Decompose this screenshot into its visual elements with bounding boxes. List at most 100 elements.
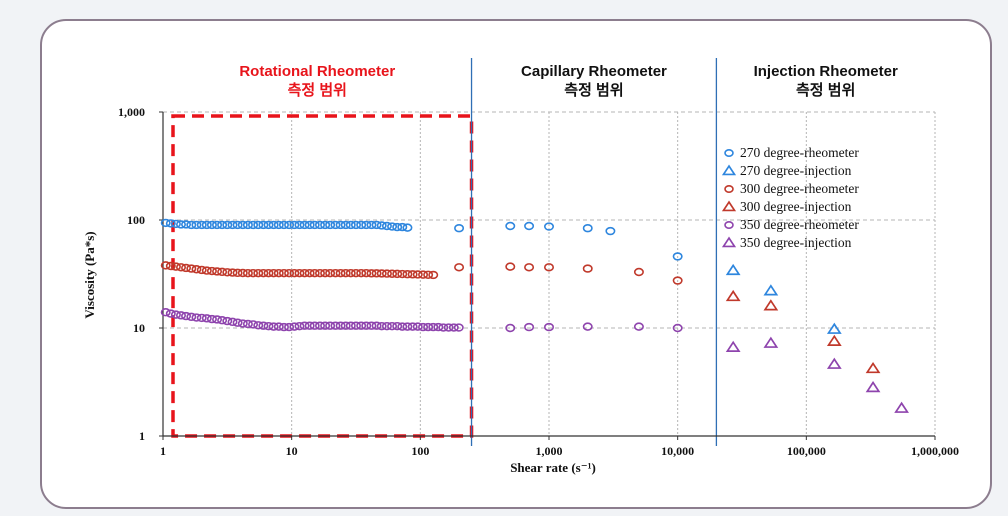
data-point (206, 314, 217, 324)
data-points (160, 218, 909, 413)
data-point (672, 276, 683, 285)
data-point (345, 220, 356, 230)
legend-marker (724, 148, 734, 158)
data-point (366, 321, 377, 330)
data-point (448, 323, 459, 332)
data-point (423, 322, 434, 332)
data-point (217, 267, 228, 277)
data-point (191, 313, 202, 322)
data-point (232, 318, 243, 327)
data-point (340, 268, 351, 278)
data-point (263, 321, 274, 331)
data-point (763, 336, 779, 348)
data-point (402, 322, 413, 331)
x-tick-label: 1,000 (536, 444, 563, 458)
data-point (253, 321, 264, 330)
data-point (232, 268, 243, 278)
data-point (361, 220, 372, 230)
data-point (248, 268, 259, 278)
data-point (175, 220, 186, 229)
data-point (412, 322, 423, 331)
data-point (505, 221, 516, 231)
data-point (894, 401, 909, 413)
data-point (381, 221, 392, 231)
data-point (371, 321, 382, 330)
data-point (160, 261, 171, 270)
data-point (284, 268, 295, 278)
data-point (865, 380, 881, 393)
data-point (345, 268, 356, 278)
data-point (289, 322, 300, 331)
data-point (524, 322, 535, 332)
data-point (165, 219, 176, 228)
data-point (381, 269, 392, 278)
data-point (314, 321, 325, 330)
data-point (325, 268, 336, 278)
data-point (222, 316, 233, 326)
x-tick-label: 100,000 (787, 444, 826, 458)
data-point (505, 262, 516, 271)
series-350-degree-injection (725, 336, 909, 413)
region-title: Capillary Rheometer (521, 63, 667, 80)
data-point (181, 220, 192, 229)
data-point (273, 322, 284, 331)
data-point (392, 321, 403, 331)
region-title: Rotational Rheometer (239, 63, 395, 80)
legend-marker (721, 200, 737, 212)
data-point (201, 266, 212, 275)
chart-card (40, 19, 992, 509)
data-point (273, 220, 284, 230)
data-point (201, 314, 212, 323)
legend-label: 300 degree-rheometer (740, 181, 859, 196)
data-point (402, 269, 413, 279)
data-point (217, 220, 228, 230)
data-point (201, 220, 212, 230)
data-point (191, 220, 202, 230)
data-point (227, 220, 238, 230)
data-point (826, 322, 842, 334)
data-point (263, 268, 274, 278)
data-point (387, 222, 398, 231)
data-point (335, 321, 346, 330)
data-point (268, 220, 279, 230)
region-subtitle: 측정 범위 (288, 81, 347, 99)
data-point (633, 267, 644, 277)
data-point (366, 269, 377, 278)
data-point (258, 268, 269, 278)
data-point (258, 220, 269, 230)
data-point (206, 266, 217, 276)
y-tick-label: 1 (139, 429, 145, 443)
legend-marker (721, 236, 737, 248)
data-point (248, 220, 259, 230)
data-point (212, 220, 223, 230)
data-point (232, 220, 243, 230)
data-point (826, 357, 842, 369)
data-point (299, 220, 310, 230)
data-point (294, 220, 305, 230)
data-point (543, 263, 554, 272)
data-point (165, 261, 176, 271)
data-point (438, 323, 449, 332)
data-point (304, 268, 315, 278)
series-270-degree-rheometer (160, 218, 683, 261)
data-point (278, 322, 289, 332)
grid (163, 111, 936, 436)
data-point (222, 268, 233, 277)
data-point (725, 289, 741, 302)
legend-marker (724, 220, 734, 230)
data-point (524, 221, 535, 231)
data-point (186, 312, 197, 321)
data-point (387, 321, 398, 331)
data-point (191, 265, 202, 274)
legend-item: 300 degree-rheometer (724, 181, 859, 196)
data-point (186, 220, 197, 230)
data-point (397, 269, 408, 279)
data-point (320, 268, 331, 278)
region-subtitle: 측정 범위 (564, 81, 623, 99)
legend-label: 350 degree-rheometer (740, 217, 859, 232)
data-point (340, 220, 351, 230)
data-point (418, 322, 429, 332)
data-point (633, 322, 644, 331)
